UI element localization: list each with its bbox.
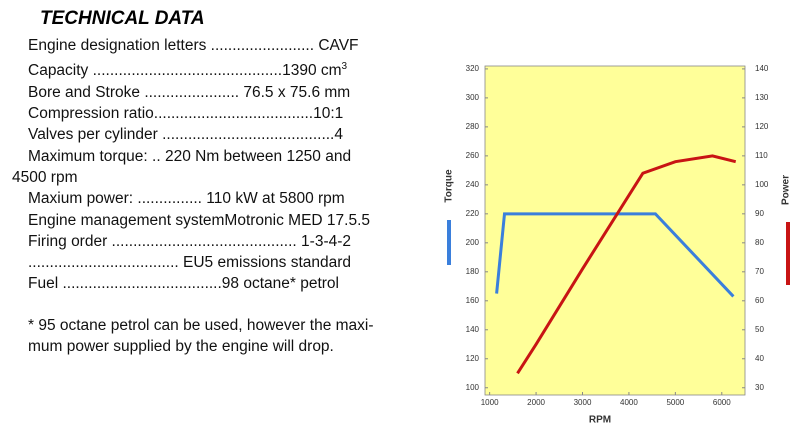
- spec-text: Maxium power: ............... 110 kW at …: [28, 190, 345, 208]
- y2-tick-label: 70: [755, 267, 764, 276]
- spec-text: Firing order ...........................…: [28, 232, 352, 250]
- y-tick-label: 140: [466, 325, 480, 334]
- spec-text: Capacity ...............................…: [28, 62, 342, 80]
- spec-line: ................................... EU5 …: [12, 252, 384, 273]
- y2-tick-label: 50: [755, 325, 764, 334]
- x-axis-title: RPM: [589, 415, 611, 426]
- y2-tick-label: 120: [755, 122, 769, 131]
- y2-axis-title: Power: [781, 175, 792, 205]
- superscript: 3: [341, 61, 348, 73]
- y-tick-label: 100: [466, 383, 480, 392]
- y-tick-label: 260: [466, 151, 480, 160]
- x-tick-label: 2000: [527, 398, 545, 407]
- y-axis-title: Torque: [444, 169, 455, 203]
- series-line: [516, 154, 737, 375]
- note-line: mum power supplied by the engine will dr…: [28, 338, 334, 355]
- spec-text: Valves per cylinder ....................…: [28, 126, 343, 144]
- y2-tick-label: 90: [755, 209, 764, 218]
- spec-line: Capacity ...............................…: [12, 56, 384, 81]
- spec-line: Valves per cylinder ....................…: [12, 124, 384, 145]
- x-tick-label: 6000: [713, 398, 731, 407]
- note-line: * 95 octane petrol can be used, however …: [28, 317, 374, 334]
- x-tick-label: 3000: [574, 398, 592, 407]
- plot-area: [484, 65, 746, 396]
- spec-line: Fuel ...................................…: [12, 273, 384, 294]
- y2-tick-label: 140: [755, 64, 769, 73]
- spec-text: Engine designation letters .............…: [28, 37, 359, 54]
- y-tick-label: 280: [466, 122, 480, 131]
- spec-line: Maximum torque: .. 220 Nm between 1250 a…: [12, 146, 384, 189]
- y2-tick-label: 110: [755, 151, 768, 160]
- spec-text: Bore and Stroke ...................... 7…: [28, 83, 351, 101]
- series-line: [495, 212, 735, 298]
- y-tick-label: 120: [466, 354, 480, 363]
- x-tick-label: 4000: [620, 398, 638, 407]
- y-tick-label: 180: [466, 267, 480, 276]
- y2-tick-label: 60: [755, 296, 764, 305]
- spec-line: Engine designation letters .............…: [12, 35, 384, 56]
- y-tick-label: 160: [466, 296, 480, 305]
- spec-line: Compression ratio.......................…: [12, 103, 384, 124]
- spec-line: Engine management systemMotronic MED 17.…: [12, 210, 384, 231]
- y-tick-label: 320: [466, 64, 480, 73]
- x-tick-label: 1000: [481, 398, 499, 407]
- y2-tick-label: 130: [755, 93, 769, 102]
- note: * 95 octane petrol can be used, however …: [28, 315, 374, 357]
- spec-text: Maximum torque: .. 220 Nm between 1250 a…: [12, 147, 352, 186]
- spec-text: Fuel ...................................…: [28, 275, 339, 293]
- y2-tick-label: 80: [755, 238, 764, 247]
- spec-text: Engine management systemMotronic MED 17.…: [28, 211, 371, 229]
- y2-tick-label: 100: [755, 180, 769, 189]
- y-tick-label: 240: [466, 180, 480, 189]
- title: TECHNICAL DATA: [40, 8, 205, 29]
- y-tick-label: 220: [466, 209, 480, 218]
- spec-line: Maxium power: ............... 110 kW at …: [12, 188, 384, 209]
- spec-text: Compression ratio.......................…: [28, 105, 344, 123]
- y2-tick-label: 30: [755, 383, 764, 392]
- y2-tick-label: 40: [755, 354, 764, 363]
- spec-line: Bore and Stroke ...................... 7…: [12, 82, 384, 103]
- spec-list: Engine designation letters .............…: [12, 35, 384, 295]
- spec-text: ................................... EU5 …: [28, 254, 352, 272]
- y-tick-label: 300: [466, 93, 480, 102]
- x-tick-label: 5000: [666, 398, 684, 407]
- spec-line: Firing order ...........................…: [12, 231, 384, 252]
- y-tick-label: 200: [466, 238, 480, 247]
